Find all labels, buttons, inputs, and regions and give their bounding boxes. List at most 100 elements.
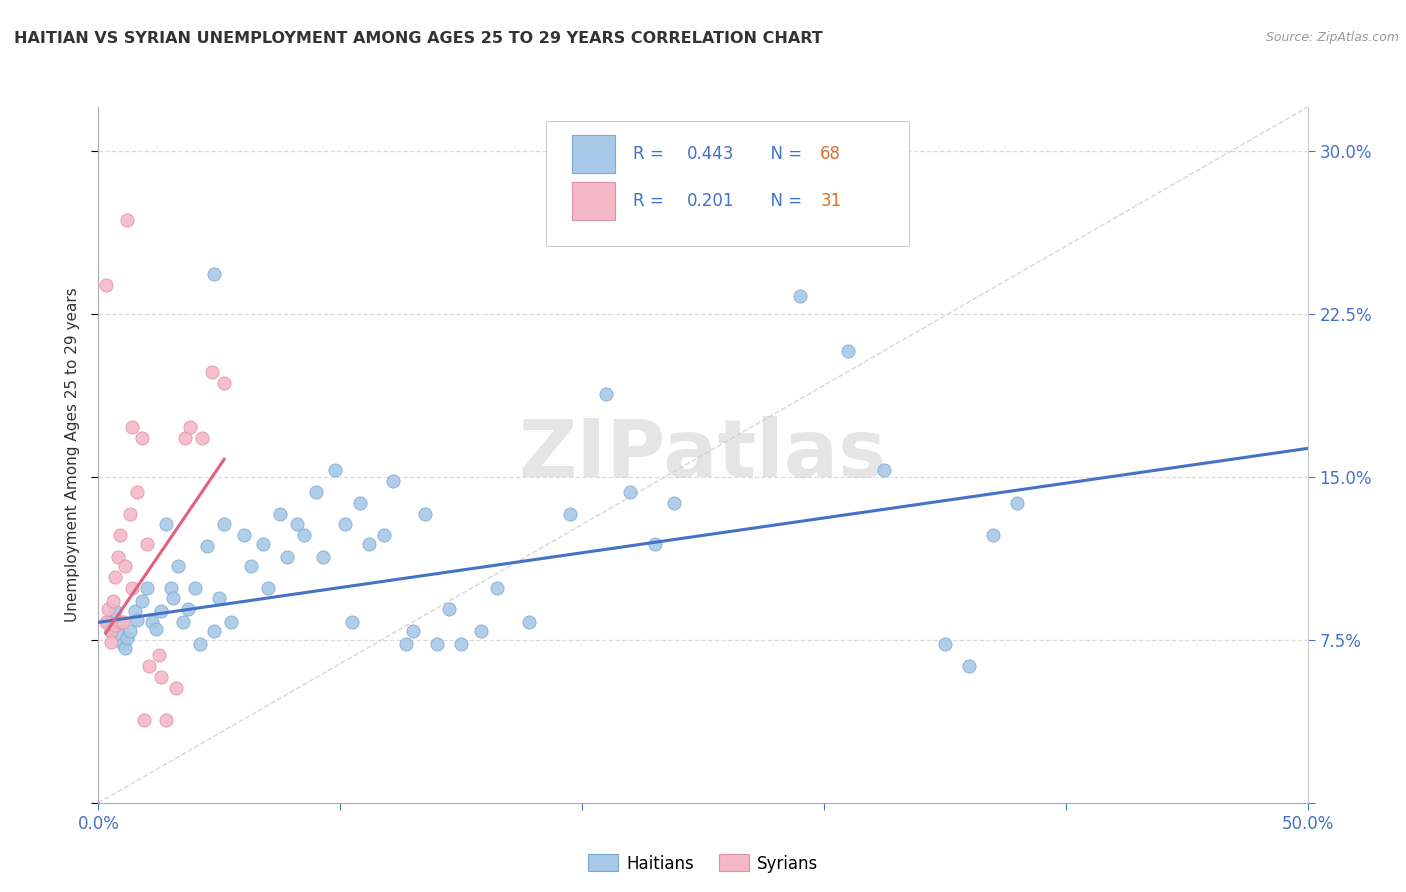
Point — [204, 624, 226, 638]
Point — [124, 605, 146, 619]
Point — [94, 615, 117, 630]
Point — [148, 648, 170, 662]
Point — [285, 517, 308, 532]
Point — [167, 558, 190, 573]
Point — [111, 615, 134, 630]
FancyBboxPatch shape — [546, 121, 908, 246]
Point — [162, 591, 184, 606]
Point — [179, 419, 201, 434]
FancyBboxPatch shape — [572, 136, 614, 173]
Point — [101, 617, 124, 632]
Point — [97, 615, 120, 630]
Text: Source: ZipAtlas.com: Source: ZipAtlas.com — [1265, 31, 1399, 45]
Point — [595, 387, 617, 401]
Point — [837, 343, 859, 358]
Point — [155, 517, 177, 532]
Point — [160, 581, 183, 595]
Point — [204, 268, 226, 282]
Point — [108, 628, 131, 642]
Point — [239, 558, 262, 573]
Point — [131, 430, 153, 444]
Point — [188, 637, 211, 651]
Point — [100, 624, 122, 638]
Point — [177, 602, 200, 616]
Point — [208, 591, 231, 606]
Point — [97, 602, 120, 616]
Point — [957, 658, 980, 673]
Point — [127, 484, 149, 499]
Point — [118, 507, 141, 521]
Point — [221, 615, 243, 630]
Point — [174, 430, 197, 444]
Point — [201, 365, 224, 379]
Point — [232, 528, 254, 542]
Point — [342, 615, 364, 630]
Point — [108, 528, 131, 542]
Point — [382, 474, 405, 488]
Point — [121, 419, 143, 434]
Point — [413, 507, 436, 521]
Point — [127, 613, 149, 627]
Point — [135, 537, 157, 551]
Text: N =: N = — [759, 192, 807, 210]
Point — [191, 430, 214, 444]
Point — [402, 624, 425, 638]
Point — [981, 528, 1004, 542]
Point — [394, 637, 416, 651]
Point — [94, 278, 117, 293]
Point — [212, 517, 235, 532]
Point — [517, 615, 540, 630]
Point — [135, 581, 157, 595]
Text: 68: 68 — [820, 145, 841, 163]
Point — [662, 496, 685, 510]
Text: N =: N = — [759, 145, 807, 163]
Point — [252, 537, 274, 551]
Point — [100, 635, 122, 649]
Point — [269, 507, 291, 521]
Point — [107, 550, 129, 565]
Point — [349, 496, 371, 510]
Point — [325, 463, 347, 477]
Text: 31: 31 — [820, 192, 842, 210]
Point — [486, 581, 509, 595]
FancyBboxPatch shape — [572, 182, 614, 220]
Point — [100, 624, 122, 638]
Point — [359, 537, 381, 551]
Point — [470, 624, 492, 638]
Point — [644, 537, 666, 551]
Text: R =: R = — [633, 145, 669, 163]
Point — [212, 376, 235, 391]
Point — [104, 570, 127, 584]
Point — [108, 615, 131, 630]
Point — [150, 605, 173, 619]
Point — [305, 484, 328, 499]
Point — [141, 615, 163, 630]
Point — [145, 622, 167, 636]
Text: ZIPatlas: ZIPatlas — [519, 416, 887, 494]
Point — [934, 637, 956, 651]
Text: HAITIAN VS SYRIAN UNEMPLOYMENT AMONG AGES 25 TO 29 YEARS CORRELATION CHART: HAITIAN VS SYRIAN UNEMPLOYMENT AMONG AGE… — [14, 31, 823, 46]
Point — [172, 615, 194, 630]
Point — [437, 602, 460, 616]
Point — [426, 637, 449, 651]
Point — [118, 624, 141, 638]
Point — [184, 581, 207, 595]
Point — [114, 558, 136, 573]
Point — [789, 289, 811, 303]
Point — [1007, 496, 1029, 510]
Point — [619, 484, 641, 499]
Point — [104, 605, 127, 619]
Text: 0.443: 0.443 — [688, 145, 735, 163]
Point — [138, 658, 160, 673]
Point — [276, 550, 298, 565]
Point — [312, 550, 335, 565]
Point — [373, 528, 395, 542]
Point — [111, 637, 134, 651]
Point — [450, 637, 472, 651]
Point — [134, 713, 156, 727]
Point — [131, 593, 153, 607]
Point — [121, 581, 143, 595]
Legend: Haitians, Syrians: Haitians, Syrians — [581, 847, 825, 880]
Point — [333, 517, 356, 532]
Point — [104, 617, 127, 632]
